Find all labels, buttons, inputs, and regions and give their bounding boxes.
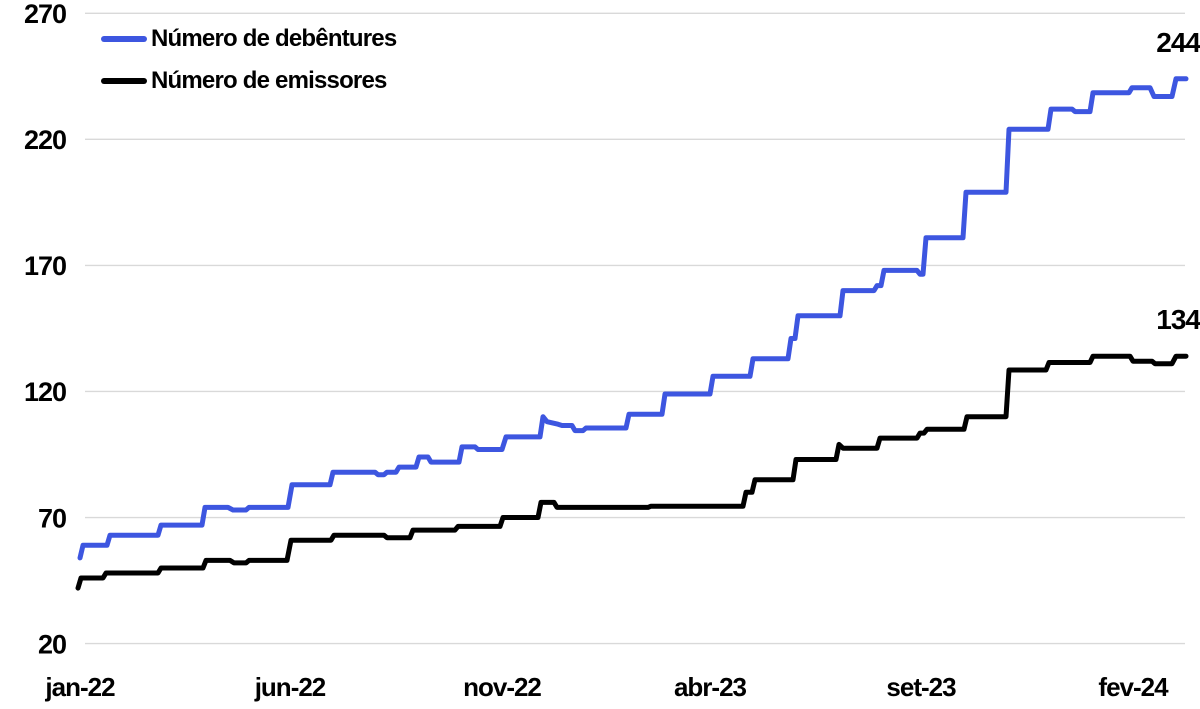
series-line-emissores xyxy=(75,353,1189,591)
legend-label-emissores: Número de emissores xyxy=(151,67,387,94)
x-tick-label: jan-22 xyxy=(44,672,115,702)
legend-item-debentures: Número de debêntures xyxy=(101,18,397,60)
x-axis-labels: jan-22 jun-22 nov-22 abr-23 set-23 fev-24 xyxy=(44,672,1170,702)
legend-item-emissores: Número de emissores xyxy=(101,60,396,102)
debentures-line-swatch xyxy=(101,36,147,42)
x-tick-label: set-23 xyxy=(886,672,956,702)
y-tick-label: 20 xyxy=(38,629,66,659)
x-tick-label: jun-22 xyxy=(254,672,326,702)
series-line-debentures xyxy=(77,76,1189,561)
y-tick-label: 70 xyxy=(38,503,66,533)
x-tick-label: fev-24 xyxy=(1098,672,1169,702)
x-tick-label: abr-23 xyxy=(674,672,747,702)
y-tick-label: 270 xyxy=(24,0,66,29)
emissores-line-swatch xyxy=(101,78,147,84)
legend-label-debentures: Número de debêntures xyxy=(151,25,397,52)
y-axis-labels: 270 220 170 120 70 20 xyxy=(24,0,67,659)
x-tick-label: nov-22 xyxy=(463,672,541,702)
emissores-end-value: 134 xyxy=(1156,304,1200,335)
y-tick-label: 170 xyxy=(24,251,66,281)
y-tick-label: 220 xyxy=(24,125,66,155)
series-lines xyxy=(75,76,1189,591)
y-tick-label: 120 xyxy=(24,377,66,407)
debentures-end-value: 244 xyxy=(1156,27,1200,58)
gridlines xyxy=(85,12,1185,645)
legend: Número de debêntures Número de emissores xyxy=(101,18,397,102)
